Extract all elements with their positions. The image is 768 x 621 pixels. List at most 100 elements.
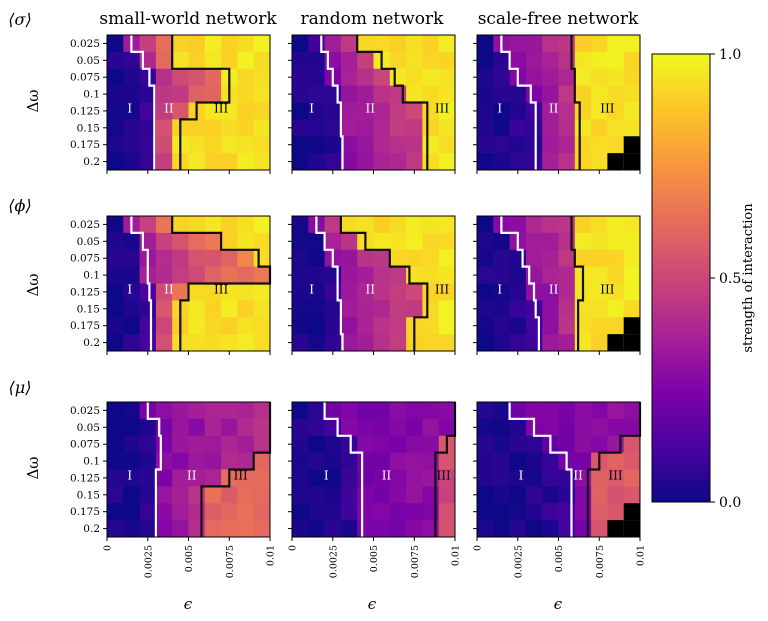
- heatmap-cell: [591, 418, 608, 437]
- x-tick-label: 0.005: [184, 545, 195, 572]
- boundary-II-III: [339, 216, 429, 351]
- heatmap-cell: [292, 85, 309, 104]
- heatmap-cell: [406, 35, 423, 53]
- heatmap-cell: [574, 51, 592, 70]
- heatmap-cell: [477, 68, 494, 87]
- y-axis-label-row-2: Δω: [24, 273, 42, 296]
- heatmap-cell: [525, 435, 543, 454]
- heatmap-cell: [438, 334, 456, 352]
- heatmap-cell: [188, 452, 206, 471]
- heatmap-cell: [324, 334, 342, 352]
- heatmap-cell: [422, 249, 440, 268]
- heatmap-cell: [292, 300, 309, 318]
- heatmap-cell: [422, 51, 440, 70]
- heatmap-cell: [123, 469, 141, 487]
- region-label-I: I: [127, 283, 132, 297]
- heatmap-cell: [221, 119, 238, 137]
- region-label-III: III: [435, 102, 449, 116]
- heatmap-cell: [623, 232, 641, 251]
- heatmap-cell: [607, 35, 625, 53]
- heatmap-cell: [357, 520, 374, 538]
- heatmap-cell: [525, 153, 543, 171]
- heatmap-cell: [406, 119, 423, 137]
- heatmap-cell: [237, 102, 255, 120]
- heatmap-cell: [357, 469, 374, 487]
- heatmap-cell: [422, 216, 440, 234]
- heatmap-cell: [591, 283, 608, 301]
- heatmap-cell: [525, 249, 543, 268]
- heatmap-cell: [155, 503, 173, 521]
- heatmap-cell: [308, 249, 326, 268]
- heatmap-cell: [308, 85, 326, 104]
- heatmap-cell: [373, 102, 391, 120]
- colorbar-tick-label-05: 0.5: [719, 271, 741, 287]
- heatmap-cell: [558, 402, 576, 420]
- y-tick-label: 0.05: [77, 236, 100, 248]
- heatmap-cell: [477, 402, 494, 420]
- heatmap-cell: [123, 452, 141, 471]
- heatmap-cell: [123, 520, 141, 538]
- heatmap-cell: [406, 249, 423, 268]
- heatmap-cell: [340, 435, 358, 454]
- heatmap-cell: [340, 68, 358, 87]
- x-tick-label: 0: [103, 545, 114, 551]
- heatmap-cell: [107, 119, 124, 137]
- heatmap-cell: [357, 153, 374, 171]
- heatmap-cell: [253, 317, 271, 335]
- masked-cell: [623, 153, 640, 171]
- heatmap-cell: [373, 300, 391, 318]
- heatmap-cell: [340, 486, 358, 504]
- heatmap-cell: [155, 85, 173, 104]
- heatmap-cell: [389, 266, 407, 285]
- region-label-I: I: [497, 102, 502, 116]
- heatmap-cell: [253, 266, 271, 285]
- heatmap-cell: [422, 300, 440, 318]
- heatmap-cell: [221, 418, 238, 437]
- heatmap-cell: [373, 249, 391, 268]
- heatmap-cell: [340, 136, 358, 154]
- heatmap-cell: [292, 283, 309, 301]
- heatmap-cell: [591, 136, 608, 154]
- heatmap-cell: [188, 35, 206, 53]
- boundary-I-II: [320, 35, 344, 170]
- heatmap-cell: [607, 249, 625, 268]
- heatmap-cell: [509, 283, 527, 301]
- heatmap-cell: [591, 520, 608, 538]
- heatmap-cell: [542, 102, 559, 120]
- heatmap-cell: [172, 402, 189, 420]
- x-tick-label: 0: [288, 545, 299, 551]
- heatmap-cell: [188, 249, 206, 268]
- heatmap-cell: [493, 402, 511, 420]
- heatmap-cell: [525, 102, 543, 120]
- heatmap-cell: [542, 469, 559, 487]
- heatmap-cell: [357, 51, 374, 70]
- heatmap-cell: [204, 317, 222, 335]
- masked-cell: [607, 520, 624, 538]
- heatmap-cell: [542, 85, 559, 104]
- heatmap-cell: [123, 486, 141, 504]
- region-label-II: II: [164, 283, 174, 297]
- heatmap-cell: [357, 85, 374, 104]
- heatmap-cell: [172, 68, 189, 87]
- heatmap-cell: [406, 520, 423, 538]
- boundary-II-III: [171, 35, 231, 170]
- heatmap-cell: [107, 402, 124, 420]
- heatmap-cell: [607, 85, 625, 104]
- heatmap-cell: [493, 102, 511, 120]
- heatmap-cell: [308, 469, 326, 487]
- heatmap-cell: [373, 153, 391, 171]
- heatmap-cell: [221, 136, 238, 154]
- heatmap-cell: [477, 334, 494, 352]
- row-label-mu: ⟨μ⟩: [9, 378, 32, 397]
- heatmap-cell: [172, 486, 189, 504]
- heatmap-cell: [525, 334, 543, 352]
- heatmap-cell: [237, 136, 255, 154]
- heatmap-cell: [542, 520, 559, 538]
- heatmap-cell: [237, 418, 255, 437]
- heatmap-cell: [477, 153, 494, 171]
- heatmap-cell: [574, 102, 592, 120]
- heatmap-cell: [107, 136, 124, 154]
- heatmap-cell: [373, 452, 391, 471]
- heatmap-cell: [422, 452, 440, 471]
